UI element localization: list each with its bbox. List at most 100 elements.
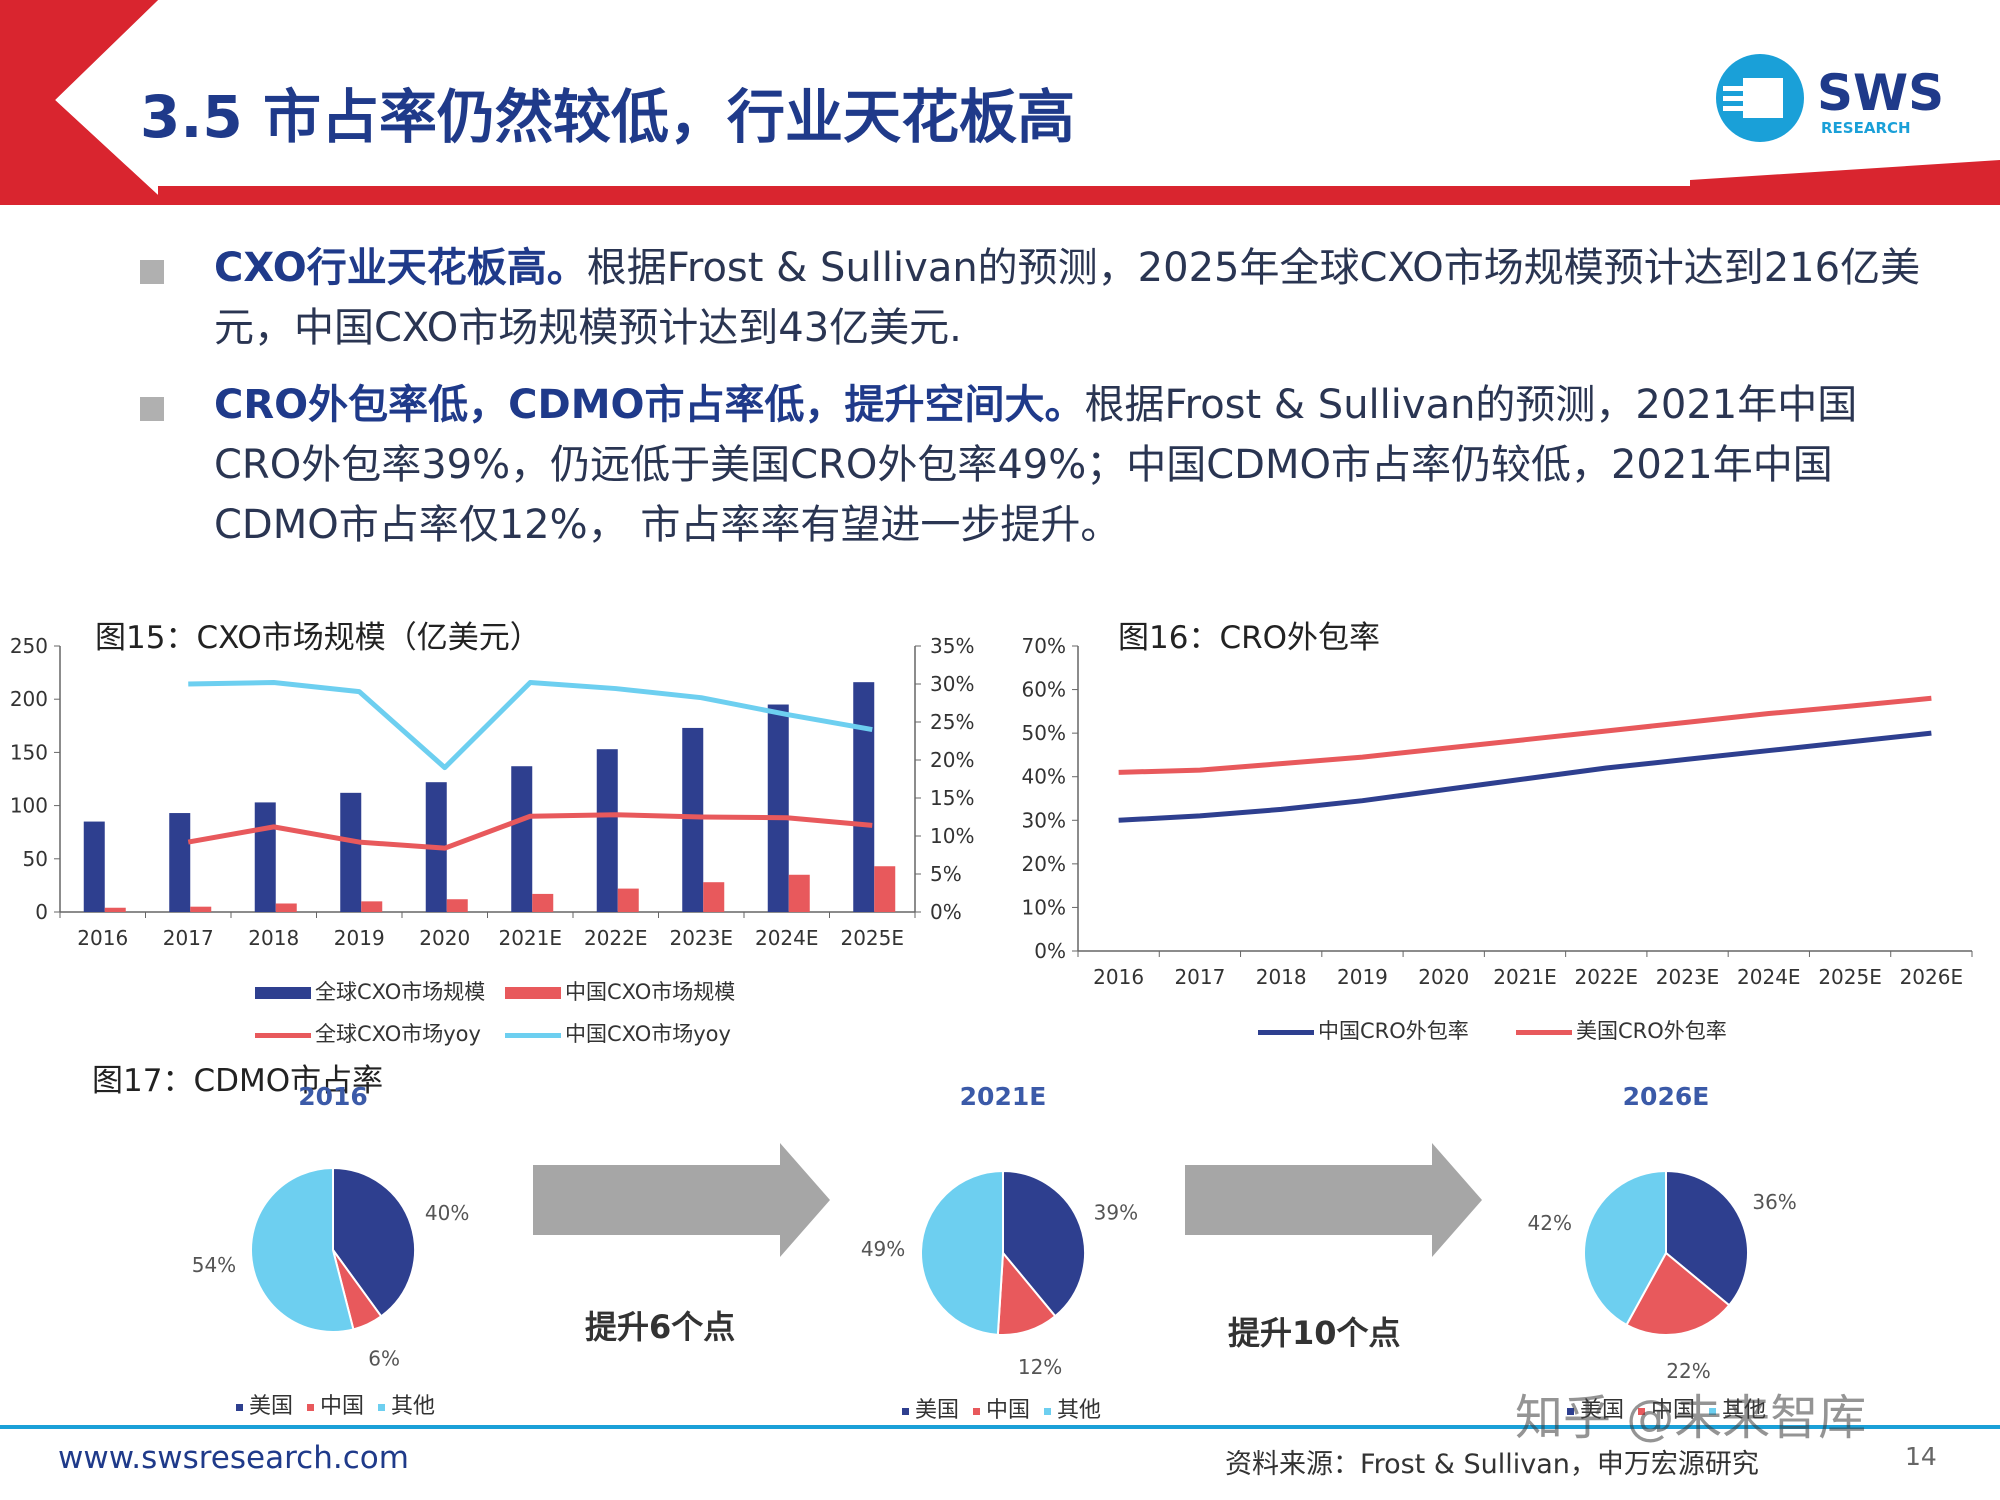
fig15-ytick-label: 100 (10, 794, 48, 818)
fig16-ytick-label: 70% (1022, 634, 1066, 658)
fig15-bar-china (703, 882, 725, 912)
fig15-bar-global (682, 727, 704, 912)
fig15-title: 图15：CXO市场规模（亿美元） (95, 620, 541, 656)
fig15-xtick-label: 2021E (498, 926, 562, 950)
fig15-xtick-label: 2025E (840, 926, 904, 950)
logo-text: SWS (1817, 64, 1944, 122)
fig15-bar-global (853, 682, 875, 912)
arrow-label-1: 提升6个点 (585, 1308, 736, 1346)
fig16-xtick-label: 2024E (1737, 965, 1801, 989)
fig15-bar-china (361, 901, 383, 912)
sws-logo: SWS RESEARCH (1715, 48, 1965, 148)
fig16-line-us (1118, 695, 1932, 775)
bullet-1-bold: CXO行业天花板高。 (214, 245, 587, 291)
pie3-slice (1583, 1169, 1667, 1327)
fig15-xtick-label: 2024E (755, 926, 819, 950)
fig16-legend-china: 中国CRO外包率 (1258, 1015, 1469, 1045)
fig16-xtick-label: 2022E (1574, 965, 1638, 989)
fig15-ytick-label: 250 (10, 634, 48, 658)
fig16-line-china (1118, 730, 1932, 823)
fig15-bar-global (254, 802, 276, 912)
fig16-xtick-label: 2023E (1656, 965, 1720, 989)
fig16-title: 图16：CRO外包率 (1118, 620, 1381, 656)
fig15-bar-global (83, 821, 105, 912)
fig15-legend-global-bar: 全球CXO市场规模 (255, 976, 485, 1006)
fig15-y2tick-label: 0% (930, 900, 962, 924)
fig15-y2tick-label: 35% (930, 634, 974, 658)
pie2-label: 39% (1094, 1200, 1138, 1224)
fig17-title: 图17：CDMO市占率 (92, 1063, 384, 1099)
bullet-square-icon (140, 260, 164, 284)
fig15-bar-global (596, 749, 618, 912)
bullet-1: CXO行业天花板高。根据Frost & Sullivan的预测，2025年全球C… (140, 238, 1930, 358)
fig17-pies: 2016 40% 6% 54% 2021E 39% 12% 49% 2026E 36% 22% 42% (192, 1082, 1797, 1383)
fig16-chart: 0% 10% 20% 30% 40% 50% 60% 70% 2016 2017 2018 2019 2… (1022, 634, 1973, 989)
arrow-1-icon (533, 1143, 830, 1257)
fig16-ytick-label: 40% (1022, 765, 1066, 789)
arrow-label-2: 提升10个点 (1228, 1314, 1401, 1352)
pie3-slice (1665, 1169, 1749, 1307)
fig15-legend-china-bar: 中国CXO市场规模 (505, 976, 735, 1006)
fig16-ytick-label: 50% (1022, 721, 1066, 745)
fig15-ytick-label: 50 (23, 847, 48, 871)
pie3-label: 36% (1752, 1190, 1796, 1214)
watermark: 知乎 @未来智库 (1515, 1390, 1867, 1446)
pie1-slice (332, 1166, 416, 1318)
fig16-xtick-label: 2018 (1256, 965, 1307, 989)
fig16-legend-us: 美国CRO外包率 (1516, 1015, 1727, 1045)
fig16-xtick-label: 2020 (1418, 965, 1469, 989)
page-number: 14 (1905, 1442, 1937, 1471)
pie2-label: 12% (1018, 1355, 1062, 1379)
fig15-bar-china (532, 893, 554, 912)
bullet-2-text: 根据Frost & Sullivan的预测，2021年中国CRO外包率39%，仍… (214, 382, 1858, 548)
footer-url[interactable]: www.swsresearch.com (58, 1440, 409, 1476)
pie3-title: 2026E (1623, 1082, 1710, 1111)
fig15-y2tick-label: 25% (930, 710, 974, 734)
header-banner (0, 0, 2000, 205)
bullet-2-bold: CRO外包率低，CDMO市占率低，提升空间大。 (214, 382, 1085, 428)
bullet-square-icon (140, 397, 164, 421)
fig15-bar-global (169, 813, 191, 912)
fig15-y2tick-label: 5% (930, 862, 962, 886)
fig16-ytick-label: 0% (1034, 939, 1066, 963)
fig15-bar-china (788, 874, 810, 912)
fig15-y2tick-label: 15% (930, 786, 974, 810)
pie3-slice (1625, 1251, 1731, 1336)
pie2-slice (920, 1169, 1004, 1336)
pie1-slice (250, 1166, 355, 1333)
fig15-xtick-label: 2023E (669, 926, 733, 950)
pie1-label: 40% (425, 1201, 469, 1225)
pie1-label: 54% (192, 1253, 236, 1277)
footer-divider (0, 1425, 2000, 1429)
fig16-xtick-label: 2026E (1900, 965, 1964, 989)
fig15-chart: 0 50 100 150 200 250 0% 5% 10% 15% 20% 25% 30% 35% 201… (10, 634, 975, 950)
fig15-y2tick-label: 10% (930, 824, 974, 848)
fig16-ytick-label: 10% (1022, 895, 1066, 919)
fig15-ytick-label: 150 (10, 740, 48, 764)
logo-subtext: RESEARCH (1821, 119, 1911, 137)
fig16-ytick-label: 60% (1022, 678, 1066, 702)
pie2-title: 2021E (960, 1082, 1047, 1111)
fig15-xtick-label: 2018 (248, 926, 299, 950)
footer-source: 资料来源：Frost & Sullivan，申万宏源研究 (1225, 1449, 1759, 1480)
pie3-legend: 美国 中国 其他 (1553, 1392, 1766, 1424)
fig15-xtick-label: 2020 (419, 926, 470, 950)
fig15-xtick-label: 2016 (77, 926, 128, 950)
fig15-line-global-yoy (187, 812, 873, 851)
fig15-bar-china (275, 903, 297, 912)
pie1-label: 6% (368, 1347, 400, 1371)
pie2-label: 49% (861, 1237, 905, 1261)
fig15-bar-china (446, 899, 468, 912)
fig15-xtick-label: 2017 (163, 926, 214, 950)
fig15-y2tick-label: 20% (930, 748, 974, 772)
fig15-legend-china-yoy: 中国CXO市场yoy (505, 1018, 731, 1048)
fig15-legend-global-yoy: 全球CXO市场yoy (255, 1018, 481, 1048)
fig15-bar-global (767, 704, 789, 912)
fig15-bar-china (617, 888, 639, 912)
fig16-xtick-label: 2016 (1093, 965, 1144, 989)
fig15-bar-china (190, 906, 212, 912)
pie3-label: 42% (1528, 1211, 1572, 1235)
fig16-ytick-label: 20% (1022, 852, 1066, 876)
bullet-2: CRO外包率低，CDMO市占率低，提升空间大。根据Frost & Sulliva… (140, 375, 1930, 555)
slide-title: 3.5 市占率仍然较低，行业天花板高 (140, 83, 1075, 151)
